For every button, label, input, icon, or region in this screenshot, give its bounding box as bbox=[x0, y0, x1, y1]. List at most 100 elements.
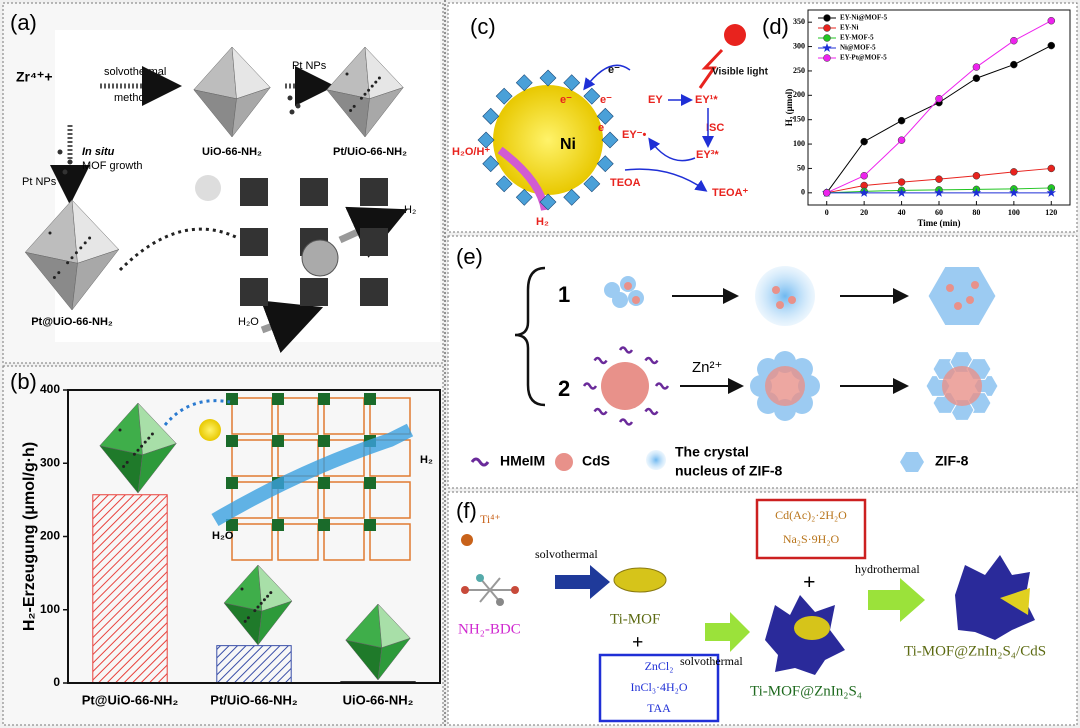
step-label: MOF growth bbox=[82, 160, 143, 172]
plus: + bbox=[803, 569, 816, 594]
mof-node bbox=[364, 519, 376, 531]
mof-node bbox=[360, 178, 388, 206]
y-tick-label: 300 bbox=[793, 41, 805, 50]
pt-dot bbox=[246, 616, 250, 620]
pt-dot bbox=[122, 464, 126, 468]
y-tick-label: 400 bbox=[40, 382, 60, 396]
legend-label: Ni@MOF-5 bbox=[840, 44, 876, 52]
ti-mof bbox=[613, 567, 667, 593]
pt-dot bbox=[132, 452, 136, 456]
light-source bbox=[195, 175, 221, 201]
pt-dot bbox=[136, 448, 140, 452]
mof-node bbox=[300, 278, 328, 306]
material-label: UiO-66-NH₂ bbox=[202, 146, 262, 158]
x-tick-label: 20 bbox=[860, 208, 868, 217]
mof-node bbox=[272, 519, 284, 531]
reactant-label: H₂O bbox=[238, 316, 259, 328]
point bbox=[1010, 36, 1018, 45]
legend-label: The crystal bbox=[675, 444, 749, 460]
y-tick-label: 200 bbox=[40, 529, 60, 543]
hmeim bbox=[582, 382, 598, 390]
material-label: Ti-MOF@ZnIn₂S₄/CdS bbox=[904, 643, 1046, 659]
material-label: Ti-MOF bbox=[610, 611, 660, 627]
reagent: ZnCl₂ bbox=[645, 659, 674, 673]
mof-node bbox=[360, 278, 388, 306]
x-tick-label: 80 bbox=[972, 208, 980, 217]
mof-polyhedron bbox=[563, 74, 581, 92]
step-label: solvothermal bbox=[680, 654, 743, 668]
light-label: Visible light bbox=[712, 67, 769, 78]
octahedron-face bbox=[377, 637, 411, 681]
cds bbox=[765, 366, 805, 406]
hmeim bbox=[618, 346, 634, 354]
ti-ion bbox=[461, 534, 473, 546]
mof-node bbox=[364, 393, 376, 405]
electron: e⁻ bbox=[600, 94, 612, 106]
point bbox=[859, 187, 869, 197]
cds bbox=[966, 296, 974, 304]
material-label: Ti-MOF@ZnIn₂S₄ bbox=[750, 683, 862, 699]
arrow bbox=[338, 206, 408, 258]
legend-label: nucleus of ZIF-8 bbox=[675, 463, 783, 479]
y-axis-label: H₂ (μmol) bbox=[784, 89, 794, 127]
x-tick-label: Pt/UiO-66-NH₂ bbox=[210, 692, 298, 707]
mof-node bbox=[318, 477, 330, 489]
mof-polyhedron bbox=[601, 131, 619, 149]
pt-dot bbox=[79, 246, 83, 250]
arrow bbox=[705, 612, 750, 652]
point bbox=[1047, 164, 1056, 173]
plot-frame bbox=[67, 389, 441, 684]
pt-dot bbox=[269, 591, 273, 595]
route-number: 1 bbox=[558, 282, 570, 307]
product-label: H₂ bbox=[404, 204, 416, 216]
octahedron-face bbox=[137, 443, 177, 494]
zif8-crystal bbox=[927, 266, 997, 326]
mof-grid bbox=[323, 481, 365, 519]
ni-particle bbox=[493, 85, 603, 195]
cds-shell bbox=[1000, 588, 1030, 615]
nucleus bbox=[612, 292, 628, 308]
zoom-arrow bbox=[163, 399, 231, 426]
species: TEOA bbox=[610, 177, 641, 189]
hmeim bbox=[644, 356, 659, 365]
electron: e⁻ bbox=[560, 94, 572, 106]
octahedron-face bbox=[231, 87, 271, 138]
point bbox=[860, 137, 868, 146]
pt-dot bbox=[359, 96, 363, 100]
legend-icon bbox=[646, 450, 666, 470]
point bbox=[897, 136, 906, 144]
legend-icon bbox=[900, 452, 924, 472]
mof-node bbox=[300, 178, 328, 206]
mof-node bbox=[226, 435, 238, 447]
y-tick-label: 200 bbox=[793, 90, 805, 99]
point bbox=[822, 189, 831, 197]
cds bbox=[942, 366, 982, 406]
cds bbox=[776, 301, 784, 309]
mof-polyhedron bbox=[495, 87, 513, 105]
plus: + bbox=[632, 632, 643, 654]
point bbox=[1010, 60, 1018, 69]
legend-icon bbox=[470, 457, 490, 467]
pt-np bbox=[57, 149, 63, 155]
mof-node bbox=[240, 178, 268, 206]
point bbox=[934, 187, 944, 197]
plot: 0 50 100 150 200 250 300 350 0 20 40 60 80 100 120 Time… bbox=[784, 9, 1071, 228]
pt-dot bbox=[253, 609, 257, 613]
pt-dot bbox=[367, 88, 371, 92]
hmeim bbox=[593, 356, 608, 365]
composite-particle bbox=[955, 555, 1035, 640]
point bbox=[896, 187, 907, 197]
pt-dot bbox=[74, 251, 78, 255]
mof-node bbox=[240, 228, 268, 256]
step-label: solvothermal bbox=[535, 547, 598, 561]
mof-node bbox=[226, 393, 238, 405]
bar bbox=[216, 645, 292, 684]
brace bbox=[514, 266, 546, 407]
pt-dot bbox=[345, 72, 349, 76]
pt-dot bbox=[57, 271, 61, 275]
mof-grid bbox=[231, 523, 273, 561]
zoom-arrow bbox=[118, 227, 239, 272]
step-label: Pt NPs bbox=[292, 60, 327, 72]
species: EY³* bbox=[696, 149, 719, 161]
pt-dot bbox=[52, 276, 56, 280]
